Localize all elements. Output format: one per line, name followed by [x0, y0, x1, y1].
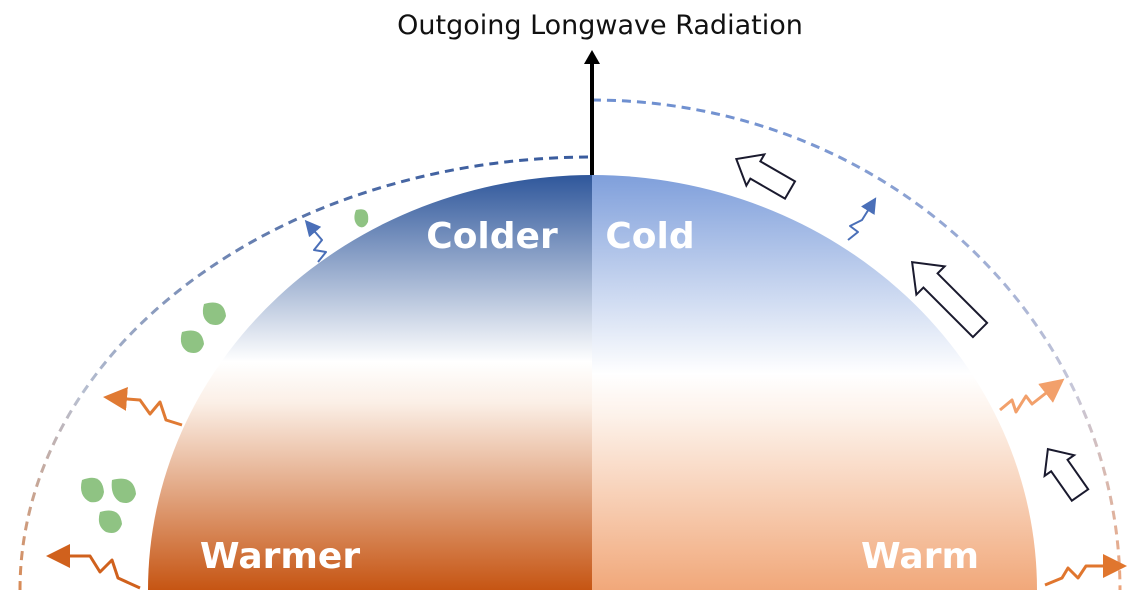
wave-arrow [1045, 566, 1115, 585]
olr-arrowhead [584, 50, 600, 64]
wave-arrow [1000, 386, 1055, 412]
label-colder: Colder [426, 216, 558, 257]
label-warm: Warm [861, 536, 979, 577]
label-warmer: Warmer [200, 536, 360, 577]
title: Outgoing Longwave Radiation [397, 10, 803, 41]
diagram: Outgoing Longwave Radiation Colder Cold … [0, 0, 1127, 594]
wave-arrow [848, 204, 872, 240]
wave-arrow [58, 556, 140, 588]
wave-arrow [115, 398, 182, 425]
label-cold: Cold [605, 216, 694, 257]
wave-arrow [310, 226, 326, 262]
